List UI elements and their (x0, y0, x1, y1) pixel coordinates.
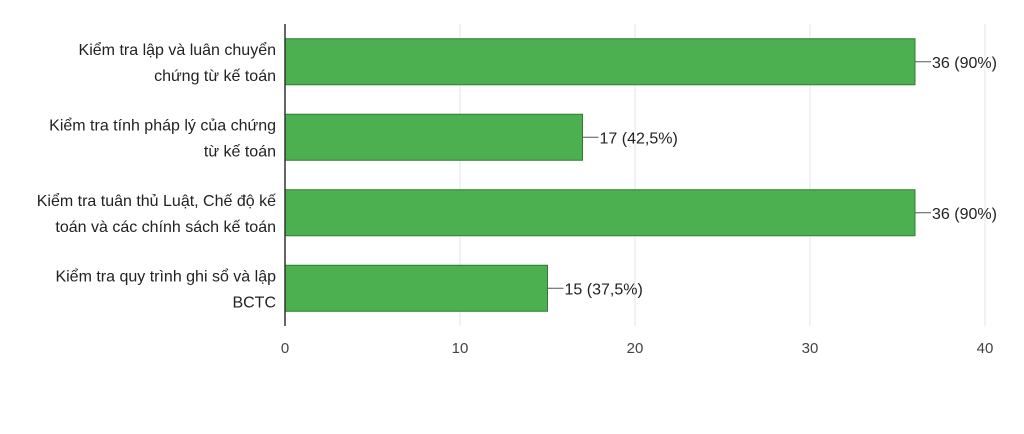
category-label-line: Kiểm tra lập và luân chuyển (79, 41, 276, 59)
category-label: Kiểm tra quy trình ghi sổ và lập BCTC (55, 267, 276, 311)
label-layer: 0 10 20 30 40 36 (90%) Kiểm tra lập và luân ch… (37, 41, 997, 357)
x-tick-label: 30 (802, 340, 819, 357)
category-label-line: chứng từ kế toán (154, 68, 276, 85)
bar (284, 189, 916, 237)
category-label: Kiểm tra tính pháp lý của chứng từ kế toá… (49, 116, 276, 160)
x-tick-label: 10 (452, 340, 469, 357)
data-label: 36 (90%) (932, 206, 997, 223)
bar (284, 38, 916, 86)
bar (284, 264, 548, 312)
bar-layer (284, 38, 931, 312)
category-label-line: toán và các chính sách kế toán (55, 219, 276, 236)
x-tick-label: 20 (627, 340, 644, 357)
data-label: 36 (90%) (932, 55, 997, 72)
category-label-line: Kiểm tra quy trình ghi sổ và lập (55, 267, 276, 285)
bar (284, 113, 583, 161)
data-label: 17 (42,5%) (600, 130, 678, 147)
category-label-line: Kiểm tra tính pháp lý của chứng (49, 116, 276, 134)
category-label: Kiểm tra tuân thủ Luật, Chế độ kế toán và… (37, 192, 276, 236)
data-label: 15 (37,5%) (565, 281, 643, 298)
category-label: Kiểm tra lập và luân chuyển chứng từ kế t… (79, 41, 276, 85)
category-label-line: từ kế toán (204, 143, 276, 160)
x-tick-label: 40 (977, 340, 994, 357)
category-label-line: Kiểm tra tuân thủ Luật, Chế độ kế (37, 192, 276, 210)
category-label-line: BCTC (232, 294, 276, 311)
x-tick-label: 0 (281, 340, 289, 357)
